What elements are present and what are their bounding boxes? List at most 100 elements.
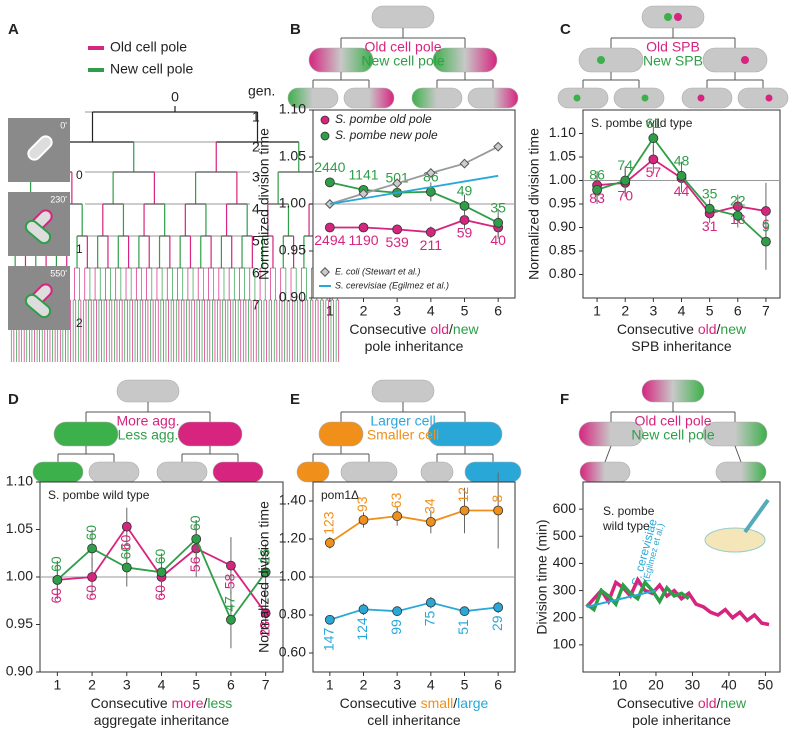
sample-count: 22 bbox=[730, 192, 746, 208]
sample-count: 49 bbox=[457, 183, 473, 199]
sample-count: 40 bbox=[490, 232, 506, 248]
y-tick-label: 0.90 bbox=[549, 218, 576, 234]
sample-count: 9 bbox=[762, 218, 770, 234]
data-point bbox=[459, 158, 470, 169]
plot-frame bbox=[582, 481, 781, 673]
series-line bbox=[329, 181, 499, 224]
data-point bbox=[648, 154, 659, 165]
panel-label: E bbox=[290, 391, 300, 408]
data-point bbox=[425, 227, 436, 238]
sample-count: 99 bbox=[388, 619, 404, 635]
sample-count: 35 bbox=[702, 185, 718, 201]
data-point bbox=[392, 511, 403, 522]
sample-count: 31 bbox=[702, 218, 718, 234]
lineage-line bbox=[734, 445, 742, 463]
y-tick-label: 1.05 bbox=[279, 148, 306, 164]
panel-label: D bbox=[8, 391, 19, 408]
cell-shape bbox=[296, 461, 330, 483]
legend-marker bbox=[320, 131, 330, 141]
sample-count: 1190 bbox=[348, 232, 378, 248]
spb-dot bbox=[664, 13, 672, 21]
x-tick-label: 20 bbox=[648, 677, 664, 693]
x-tick-label: 10 bbox=[612, 677, 628, 693]
y-tick-label: 1.10 bbox=[279, 101, 306, 117]
sample-count: 35 bbox=[490, 200, 506, 216]
legend-label: S. cerevisiae (Egilmez et al.) bbox=[335, 280, 449, 290]
spb-dot bbox=[674, 13, 682, 21]
sample-count: 29 bbox=[489, 615, 505, 631]
data-point bbox=[493, 217, 504, 228]
sample-count: 60 bbox=[187, 515, 203, 531]
x-axis-label-part: / bbox=[717, 695, 721, 711]
sample-count: 60 bbox=[83, 585, 99, 601]
cell-shape bbox=[212, 461, 264, 483]
dish-icon bbox=[704, 527, 766, 553]
sample-count: 124 bbox=[354, 617, 370, 641]
y-tick-label: 0.80 bbox=[279, 606, 306, 622]
spb-dot bbox=[765, 94, 773, 102]
x-tick-label: 5 bbox=[192, 677, 200, 693]
micrograph-gen: 0 bbox=[76, 168, 83, 182]
x-tick-label: 2 bbox=[88, 677, 96, 693]
data-point bbox=[324, 614, 335, 625]
data-point bbox=[191, 534, 202, 544]
x-tick-label: 3 bbox=[123, 677, 131, 693]
x-tick-label: 6 bbox=[734, 303, 742, 319]
y-tick-label: 1.05 bbox=[549, 148, 576, 164]
gen-number: 6 bbox=[252, 265, 260, 281]
root-label: 0 bbox=[171, 89, 179, 105]
x-tick-label: 4 bbox=[427, 677, 435, 693]
series-line bbox=[586, 589, 657, 608]
y-tick-label: 0.90 bbox=[6, 663, 33, 679]
sample-count: 47 bbox=[222, 596, 238, 612]
series-line bbox=[585, 579, 690, 613]
spb-dot bbox=[697, 94, 705, 102]
y-tick-label: 600 bbox=[553, 500, 577, 516]
sample-count: 51 bbox=[455, 619, 471, 635]
sample-count: 8 bbox=[489, 495, 505, 503]
sample-count: 60 bbox=[152, 585, 168, 601]
annotation: S. pombe bbox=[603, 504, 655, 518]
x-tick-label: 6 bbox=[494, 303, 502, 319]
sample-count: 60 bbox=[83, 525, 99, 541]
x-tick-label: 4 bbox=[678, 303, 686, 319]
micrograph-gen: 2 bbox=[76, 316, 83, 330]
data-point bbox=[425, 517, 436, 527]
y-axis-label: Normalized division time bbox=[526, 128, 542, 280]
x-axis-label-part: new bbox=[720, 321, 747, 337]
x-axis-label: Consecutive small/large bbox=[340, 695, 489, 711]
sample-count: 26 bbox=[256, 548, 272, 564]
micrograph-time: 230' bbox=[50, 194, 67, 204]
x-tick-label: 1 bbox=[326, 303, 334, 319]
sample-count: 28 bbox=[256, 621, 272, 637]
diagram-label: More agg. bbox=[116, 413, 179, 429]
data-point bbox=[425, 168, 436, 178]
y-tick-label: 1.10 bbox=[549, 124, 576, 140]
data-point bbox=[648, 133, 659, 144]
x-tick-label: 1 bbox=[326, 677, 334, 693]
data-point bbox=[226, 614, 236, 625]
x-tick-label: 5 bbox=[461, 303, 469, 319]
data-point bbox=[392, 178, 403, 189]
x-axis-label-part: Consecutive bbox=[349, 321, 430, 337]
diagram-label: New cell pole bbox=[631, 427, 714, 443]
y-tick-label: 300 bbox=[553, 581, 577, 597]
y-tick-label: 1.20 bbox=[279, 530, 306, 546]
sample-count: 44 bbox=[674, 183, 690, 199]
y-tick-label: 500 bbox=[553, 527, 577, 543]
gen-label: gen. bbox=[248, 83, 275, 99]
data-point bbox=[392, 224, 403, 235]
data-point bbox=[732, 210, 743, 221]
data-point bbox=[87, 572, 97, 582]
y-tick-label: 400 bbox=[553, 554, 577, 570]
data-point bbox=[493, 602, 504, 613]
x-tick-label: 4 bbox=[158, 677, 166, 693]
x-tick-label: 7 bbox=[762, 303, 770, 319]
x-axis-label: pole inheritance bbox=[632, 712, 731, 728]
sample-count: 86 bbox=[589, 167, 605, 183]
sample-count: 93 bbox=[354, 496, 370, 512]
y-tick-label: 200 bbox=[553, 608, 577, 624]
data-point bbox=[121, 521, 132, 532]
cell-shape bbox=[641, 5, 705, 29]
cell-shape bbox=[702, 47, 768, 73]
